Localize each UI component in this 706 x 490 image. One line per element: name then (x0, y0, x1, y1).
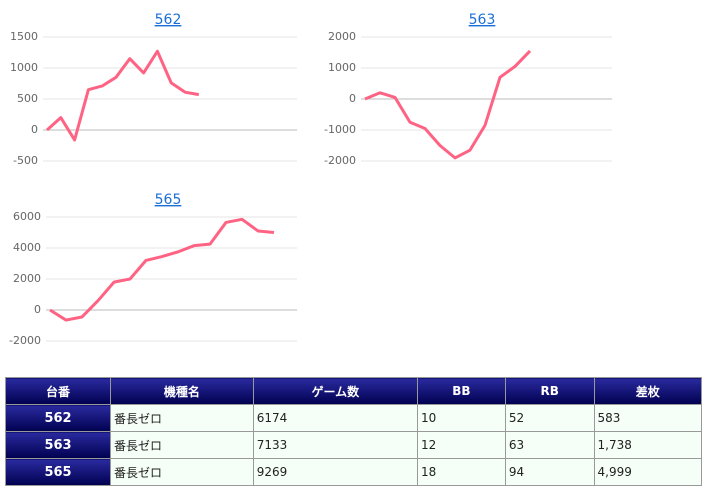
table-cell: 94 (504, 458, 595, 486)
y-tick-label: 1500 (10, 30, 38, 43)
table-cell: 563 (4, 431, 112, 459)
y-tick-label: 0 (34, 303, 41, 316)
table-cell: 583 (593, 404, 702, 432)
header-cell: 機種名 (110, 377, 254, 405)
chart-title[interactable]: 562 (155, 12, 182, 28)
y-tick-label: 500 (17, 92, 38, 105)
table-body: 562 番長ゼロ 6174 10 52 583 563 番長ゼロ 7133 12 63 1,738 56… (4, 404, 702, 486)
table-cell: 番長ゼロ (110, 431, 254, 459)
table-cell: 18 (417, 458, 506, 486)
y-tick-label: -500 (13, 154, 38, 167)
y-tick-label: -1000 (324, 123, 356, 136)
y-tick-label: -2000 (9, 334, 41, 347)
y-tick-label: 2000 (328, 30, 356, 43)
header-row: 台番 機種名 ゲーム数 BB RB 差枚 (4, 377, 702, 405)
table-cell: 10 (417, 404, 506, 432)
y-tick-label: 6000 (13, 210, 41, 223)
data-line (364, 49, 532, 160)
table-cell: 63 (504, 431, 595, 459)
header-cell: 差枚 (593, 377, 702, 405)
table-row: 562 番長ゼロ 6174 10 52 583 (4, 404, 702, 432)
table-cell: 4,999 (593, 458, 702, 486)
data-line (45, 49, 200, 142)
header-cell: BB (417, 377, 506, 405)
data-line (49, 217, 275, 322)
header-cell: RB (504, 377, 595, 405)
table-cell: 6174 (252, 404, 419, 432)
table-cell: 9269 (252, 458, 419, 486)
table-cell: 番長ゼロ (110, 404, 254, 432)
table-cell: 562 (4, 404, 112, 432)
header-cell: ゲーム数 (252, 377, 419, 405)
chart-title[interactable]: 565 (155, 192, 182, 208)
table-cell: 番長ゼロ (110, 458, 254, 486)
results-table: 台番 機種名 ゲーム数 BB RB 差枚 562 番長ゼロ 6174 10 52 583 563 番長ゼ… (4, 377, 702, 486)
table-cell: 12 (417, 431, 506, 459)
table-cell: 565 (4, 458, 112, 486)
y-tick-label: 1000 (328, 61, 356, 74)
y-tick-label: -2000 (324, 154, 356, 167)
charts: 562 -500 0 500 1000 1500 563 -2000 -1000 0 1000 200… (9, 12, 612, 347)
table-row: 563 番長ゼロ 7133 12 63 1,738 (4, 431, 702, 459)
table-row: 565 番長ゼロ 9269 18 94 4,999 (4, 458, 702, 486)
y-tick-label: 0 (31, 123, 38, 136)
chart-title[interactable]: 563 (469, 12, 496, 28)
table-cell: 52 (504, 404, 595, 432)
table-cell: 7133 (252, 431, 419, 459)
y-tick-label: 1000 (10, 61, 38, 74)
header-cell: 台番 (4, 377, 112, 405)
y-tick-label: 2000 (13, 272, 41, 285)
y-tick-label: 0 (349, 92, 356, 105)
table-cell: 1,738 (593, 431, 702, 459)
y-tick-label: 4000 (13, 241, 41, 254)
